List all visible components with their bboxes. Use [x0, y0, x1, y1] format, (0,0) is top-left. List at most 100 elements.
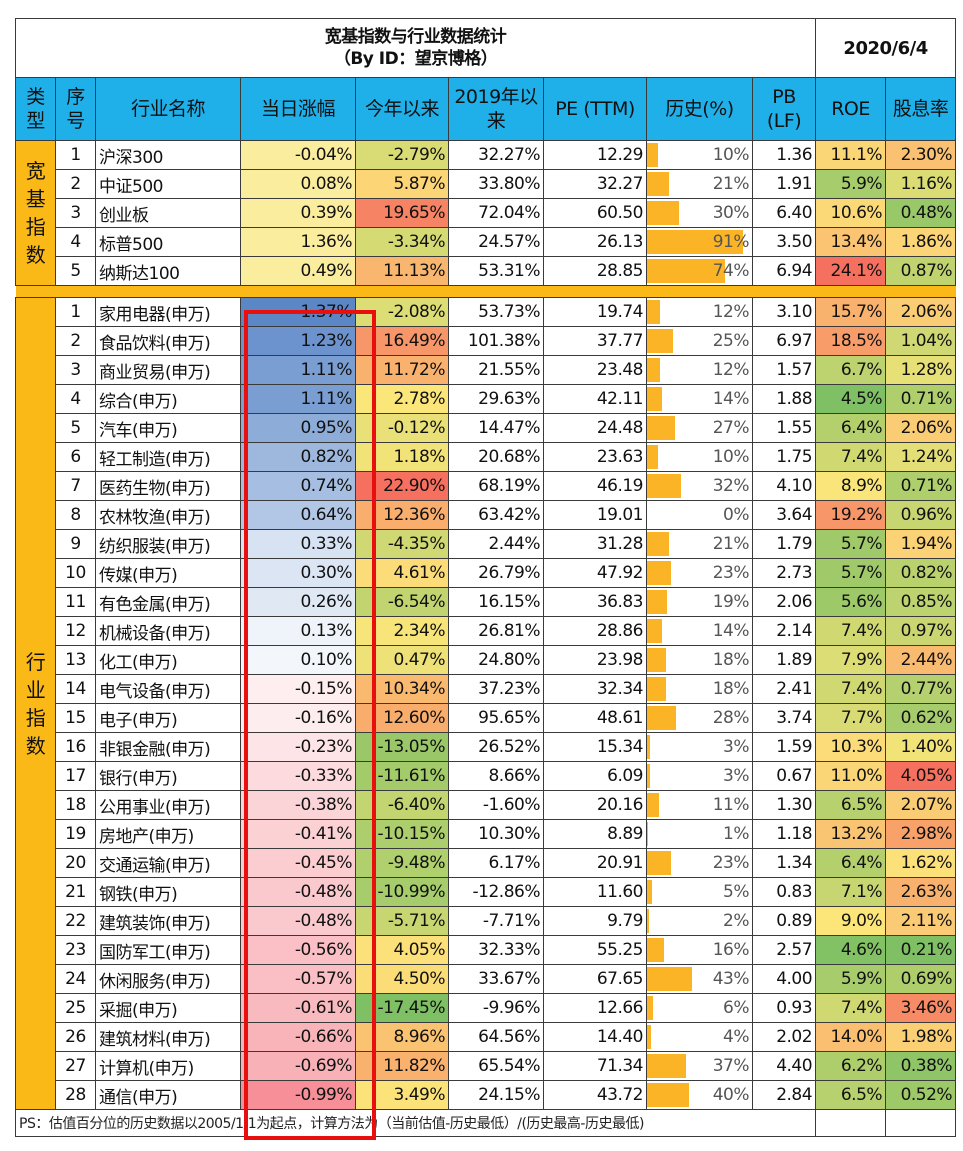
cell-ytd: 3.49% [355, 1080, 449, 1110]
cell-pe: 31.28 [543, 529, 647, 559]
cell-pb: 2.02 [751, 1022, 817, 1052]
cell-ytd: 2.34% [355, 616, 449, 646]
cell-seq: 20 [55, 848, 96, 878]
cell-ytd: -6.40% [355, 790, 449, 820]
cell-pe: 46.19 [543, 471, 647, 501]
hist-bar [647, 416, 676, 440]
hist-bar [647, 880, 653, 904]
table-row: 4 标普500 1.36% -3.34% 24.57% 26.13 91% 3.50 13.4%… [16, 227, 957, 257]
table-row: 28 通信(申万) -0.99% 3.49% 24.15% 43.72 40% 2.84 6.5… [16, 1080, 957, 1110]
cell-pe: 24.48 [543, 413, 647, 443]
header-seq: 序号 [55, 77, 96, 141]
footnote-row: PS：估值百分位的历史数据以2005/1/1为起点，计算方法为（当前估值-历史最… [14, 1109, 957, 1137]
cell-name: 通信(申万) [95, 1080, 241, 1110]
table-row: 11 有色金属(申万) 0.26% -6.54% 16.15% 36.83 19% 2.06 5… [16, 587, 957, 617]
cell-hist: 21% [646, 529, 753, 559]
hist-bar [647, 1054, 686, 1078]
cell-pe: 43.72 [543, 1080, 647, 1110]
cell-hist: 14% [646, 384, 753, 414]
cell-div: 3.46% [885, 993, 957, 1023]
cell-ytd: 8.96% [355, 1022, 449, 1052]
cell-pb: 3.64 [751, 500, 817, 530]
cell-ytd: -5.71% [355, 906, 449, 936]
cell-pe: 23.48 [543, 355, 647, 385]
cell-seq: 4 [55, 384, 96, 414]
cell-pe: 60.50 [543, 198, 647, 228]
cell-pe: 26.13 [543, 227, 647, 257]
cell-div: 1.40% [885, 732, 957, 762]
cell-hist: 10% [646, 442, 753, 472]
table-row: 5 汽车(申万) 0.95% -0.12% 14.47% 24.48 27% 1.55 6.4%… [16, 413, 957, 443]
cell-div: 0.85% [885, 587, 957, 617]
cell-ytd: -9.48% [355, 848, 449, 878]
cell-name: 计算机(申万) [95, 1051, 241, 1081]
cell-daily: -0.57% [240, 964, 356, 994]
cell-pb: 4.40 [751, 1051, 817, 1081]
header-row: 类型 序号 行业名称 当日涨幅 今年以来 2019年以来 PE (TTM) 历史(%) PB (… [15, 77, 957, 141]
group-label: 行业指数 [15, 297, 56, 1110]
cell-hist: 43% [646, 964, 753, 994]
cell-seq: 18 [55, 790, 96, 820]
table-row: 4 综合(申万) 1.11% 2.78% 29.63% 42.11 14% 1.88 4.5% 0… [16, 384, 957, 414]
cell-seq: 19 [55, 819, 96, 849]
cell-since2019: 24.80% [448, 645, 544, 675]
table-row: 20 交通运输(申万) -0.45% -9.48% 6.17% 20.91 23% 1.34 6… [16, 848, 957, 878]
cell-since2019: -1.60% [448, 790, 544, 820]
cell-hist: 21% [646, 169, 753, 199]
table-row: 16 非银金融(申万) -0.23% -13.05% 26.52% 15.34 3% 1.59… [16, 732, 957, 762]
hist-bar [647, 648, 666, 672]
cell-since2019: 65.54% [448, 1051, 544, 1081]
header-div: 股息率 [885, 77, 957, 141]
cell-hist: 12% [646, 355, 753, 385]
cell-name: 食品饮料(申万) [95, 326, 241, 356]
title-text: 宽基指数与行业数据统计 [324, 27, 507, 47]
hist-bar [647, 909, 650, 933]
cell-roe: 11.1% [815, 140, 887, 170]
cell-since2019: 37.23% [448, 674, 544, 704]
cell-ytd: -11.61% [355, 761, 449, 791]
cell-name: 沪深300 [95, 140, 241, 170]
cell-pb: 4.00 [751, 964, 817, 994]
table-row: 21 钢铁(申万) -0.48% -10.99% -12.86% 11.60 5% 0.83 7… [16, 877, 957, 907]
cell-pe: 20.16 [543, 790, 647, 820]
cell-div: 0.71% [885, 384, 957, 414]
cell-pe: 48.61 [543, 703, 647, 733]
cell-pe: 36.83 [543, 587, 647, 617]
cell-daily: -0.38% [240, 790, 356, 820]
cell-seq: 11 [55, 587, 96, 617]
table-row: 19 房地产(申万) -0.41% -10.15% 10.30% 8.89 1% 1.18 13… [16, 819, 957, 849]
table-row: 宽基指数 1 沪深300 -0.04% -2.79% 32.27% 12.29 10% 1.36… [15, 140, 957, 286]
cell-ytd: 5.87% [355, 169, 449, 199]
cell-ytd: -17.45% [355, 993, 449, 1023]
cell-seq: 25 [55, 993, 96, 1023]
cell-pb: 2.41 [751, 674, 817, 704]
cell-seq: 21 [55, 877, 96, 907]
cell-daily: 0.64% [240, 500, 356, 530]
cell-name: 农林牧渔(申万) [95, 500, 241, 530]
separator-row [15, 285, 956, 298]
cell-since2019: 24.15% [448, 1080, 544, 1110]
cell-div: 0.97% [885, 616, 957, 646]
cell-roe: 7.4% [815, 616, 887, 646]
cell-pe: 37.77 [543, 326, 647, 356]
cell-pe: 12.66 [543, 993, 647, 1023]
cell-pe: 6.09 [543, 761, 647, 791]
cell-ytd: 4.61% [355, 558, 449, 588]
cell-since2019: 20.68% [448, 442, 544, 472]
cell-pb: 6.94 [751, 256, 817, 286]
cell-div: 1.28% [885, 355, 957, 385]
stats-table: 宽基指数与行业数据统计 （By ID：望京博格） 2020/6/4 类型 序号 行业名… [14, 18, 957, 1137]
cell-since2019: 2.44% [448, 529, 544, 559]
cell-daily: -0.48% [240, 877, 356, 907]
cell-pb: 1.57 [751, 355, 817, 385]
cell-ytd: 11.82% [355, 1051, 449, 1081]
table-row: 26 建筑材料(申万) -0.66% 8.96% 64.56% 14.40 4% 2.02 14… [16, 1022, 957, 1052]
cell-roe: 5.6% [815, 587, 887, 617]
cell-ytd: 12.36% [355, 500, 449, 530]
cell-div: 1.94% [885, 529, 957, 559]
cell-daily: 0.13% [240, 616, 356, 646]
cell-pb: 2.57 [751, 935, 817, 965]
header-hist: 历史(%) [646, 77, 753, 141]
cell-since2019: 95.65% [448, 703, 544, 733]
table-row: 22 建筑装饰(申万) -0.48% -5.71% -7.71% 9.79 2% 0.89 9.… [16, 906, 957, 936]
